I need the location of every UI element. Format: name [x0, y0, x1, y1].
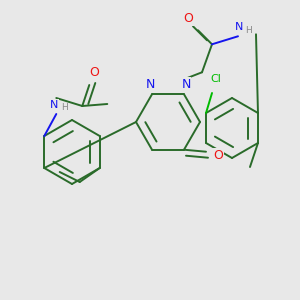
Text: N: N — [235, 22, 243, 32]
Text: O: O — [183, 12, 193, 25]
Text: N: N — [181, 78, 191, 91]
Text: H: H — [246, 26, 252, 35]
Text: N: N — [50, 100, 58, 110]
Text: O: O — [213, 149, 223, 162]
Text: O: O — [89, 65, 99, 79]
Text: H: H — [61, 103, 68, 112]
Text: Cl: Cl — [211, 74, 221, 84]
Text: N: N — [145, 78, 155, 91]
